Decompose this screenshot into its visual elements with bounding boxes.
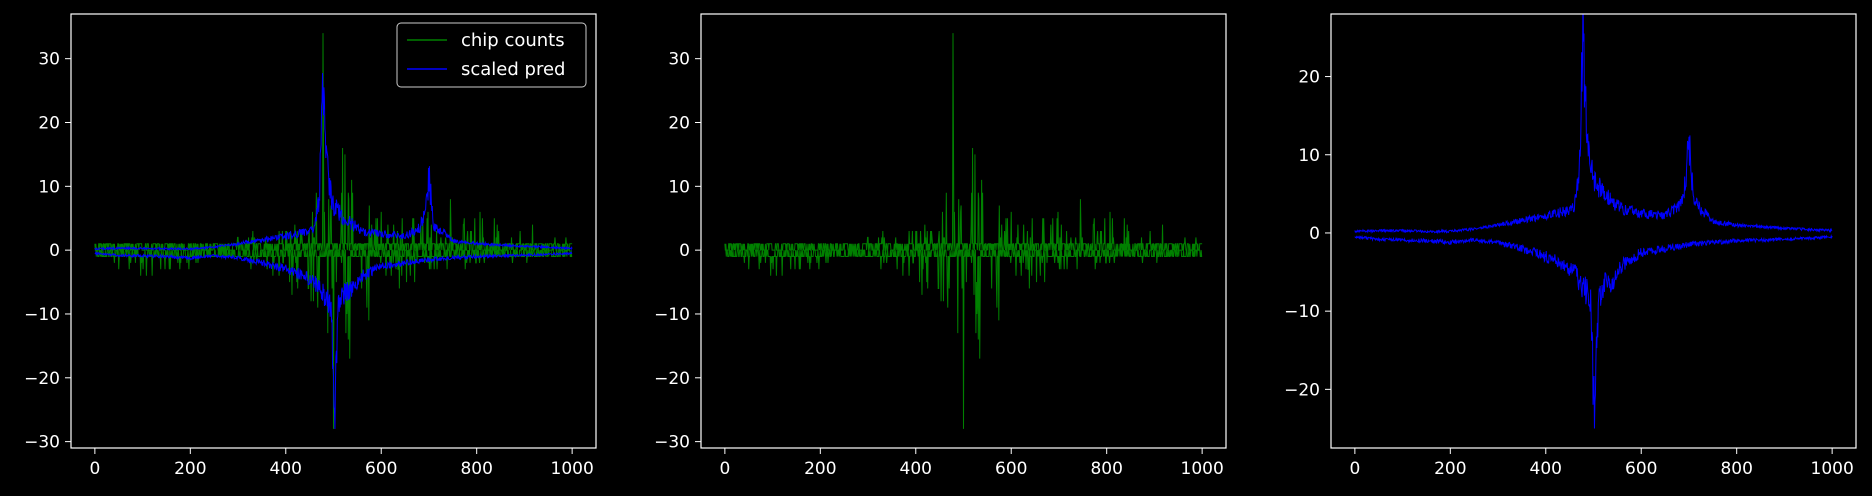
subplot-2: 0 200 400 600 800 1000 −30 −20 −10 0 10 20 30: [654, 13, 1227, 479]
y-tick-label: 0: [49, 241, 60, 261]
x-tick-label: 200: [1434, 459, 1466, 479]
legend-box: [396, 22, 587, 88]
y-tick-label: 20: [668, 114, 690, 134]
y-tick-label: −30: [24, 433, 60, 453]
axes-frame: [70, 13, 597, 449]
x-tick-label: 400: [270, 459, 302, 479]
y-tick-label: 30: [38, 50, 60, 70]
y-tick-label: −20: [24, 369, 60, 389]
y-tick-label: 30: [668, 50, 690, 70]
x-tick-label: 800: [1720, 459, 1752, 479]
subplot-3: 0 200 400 600 800 1000 −20 −10 0 10 20: [1284, 13, 1857, 479]
x-tick-label: 800: [460, 459, 492, 479]
y-tick-label: −10: [654, 305, 690, 325]
x-tick-label: 1000: [1811, 459, 1854, 479]
x-tick-label: 1000: [1181, 459, 1224, 479]
y-tick-label: 0: [1309, 224, 1320, 244]
series-line-pred-negative: [94, 250, 573, 430]
series-line-pred-positive: [94, 73, 573, 252]
x-tick-label: 1000: [551, 459, 594, 479]
axes-frame: [700, 13, 1227, 449]
x-tick-label: 600: [1625, 459, 1657, 479]
x-tick-label: 200: [804, 459, 836, 479]
x-tick-label: 0: [719, 459, 730, 479]
y-tick-label: −30: [654, 433, 690, 453]
series-line-pred-negative: [1354, 234, 1833, 429]
y-tick-label: 0: [679, 241, 690, 261]
y-tick-label: 20: [1298, 68, 1320, 88]
x-tick-label: 400: [1530, 459, 1562, 479]
y-tick-label: −10: [24, 305, 60, 325]
y-tick-label: 20: [38, 114, 60, 134]
y-tick-label: 10: [1298, 146, 1320, 166]
subplot-1: 0 200 400 600 800 1000 −30 −20 −10 0 10 20 30 chip c…: [24, 13, 597, 479]
axes-frame: [1330, 13, 1857, 449]
y-tick-label: −20: [654, 369, 690, 389]
series-line-counts-negative: [724, 249, 1203, 429]
y-tick-label: −20: [1284, 380, 1320, 400]
legend: chip counts scaled pred: [396, 22, 587, 88]
x-tick-label: 0: [89, 459, 100, 479]
x-tick-label: 600: [995, 459, 1027, 479]
series-line-counts-negative: [94, 249, 573, 429]
legend-label-pred: scaled pred: [461, 59, 565, 80]
series-line-pred-positive: [1354, 14, 1833, 235]
legend-label-counts: chip counts: [461, 30, 565, 51]
x-tick-label: 600: [365, 459, 397, 479]
y-tick-label: 10: [38, 177, 60, 197]
x-tick-label: 800: [1090, 459, 1122, 479]
y-tick-label: −10: [1284, 302, 1320, 322]
x-tick-label: 0: [1349, 459, 1360, 479]
x-tick-label: 400: [900, 459, 932, 479]
y-tick-label: 10: [668, 177, 690, 197]
x-tick-label: 200: [174, 459, 206, 479]
